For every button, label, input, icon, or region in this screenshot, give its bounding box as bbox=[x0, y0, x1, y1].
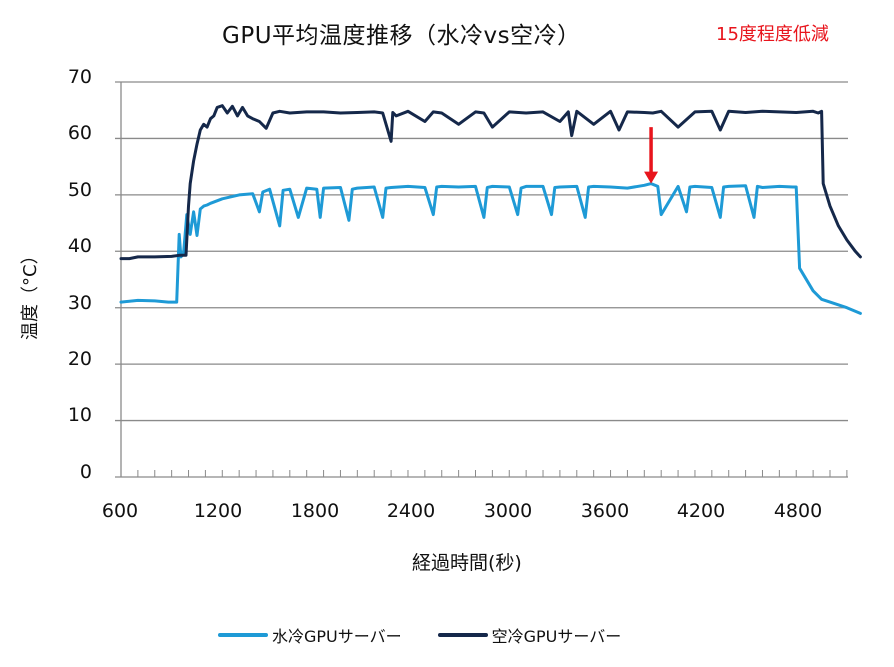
legend-item-water-cooled: 水冷GPUサーバー bbox=[218, 623, 402, 647]
annotation-arrow-icon bbox=[644, 127, 659, 184]
y-tick-label: 20 bbox=[67, 348, 92, 370]
annotation-label: 15度程度低減 bbox=[716, 24, 829, 45]
y-tick-label: 40 bbox=[67, 235, 92, 257]
y-tick-label: 60 bbox=[67, 122, 92, 144]
legend-item-air-cooled: 空冷GPUサーバー bbox=[437, 623, 622, 647]
gridlines bbox=[115, 81, 848, 422]
x-tick-label: 2400 bbox=[386, 500, 436, 522]
y-tick-label: 10 bbox=[67, 404, 92, 426]
x-tick-label: 600 bbox=[101, 500, 139, 522]
x-tick-label: 3000 bbox=[483, 500, 533, 522]
y-tick-label: 70 bbox=[67, 66, 92, 88]
legend-label: 空冷GPUサーバー bbox=[491, 627, 622, 646]
x-tick-label: 4200 bbox=[676, 500, 726, 522]
legend: 水冷GPUサーバー 空冷GPUサーバー bbox=[218, 623, 657, 647]
chart-title: GPU平均温度推移（水冷vs空冷） bbox=[222, 23, 581, 49]
x-tick-label: 1200 bbox=[193, 500, 243, 522]
y-tick-label: 0 bbox=[79, 461, 92, 483]
y-tick-label: 30 bbox=[67, 292, 92, 314]
x-tick-label: 4800 bbox=[773, 500, 823, 522]
series-lines bbox=[119, 104, 862, 315]
legend-swatch bbox=[218, 633, 268, 637]
x-axis-label: 経過時間(秒) bbox=[412, 552, 522, 574]
x-tick-label: 3600 bbox=[580, 500, 630, 522]
y-tick-label: 50 bbox=[67, 179, 92, 201]
axes-lines bbox=[115, 82, 848, 478]
legend-swatch bbox=[437, 633, 488, 637]
legend-label: 水冷GPUサーバー bbox=[272, 627, 402, 646]
x-tick-label: 1800 bbox=[290, 500, 340, 522]
